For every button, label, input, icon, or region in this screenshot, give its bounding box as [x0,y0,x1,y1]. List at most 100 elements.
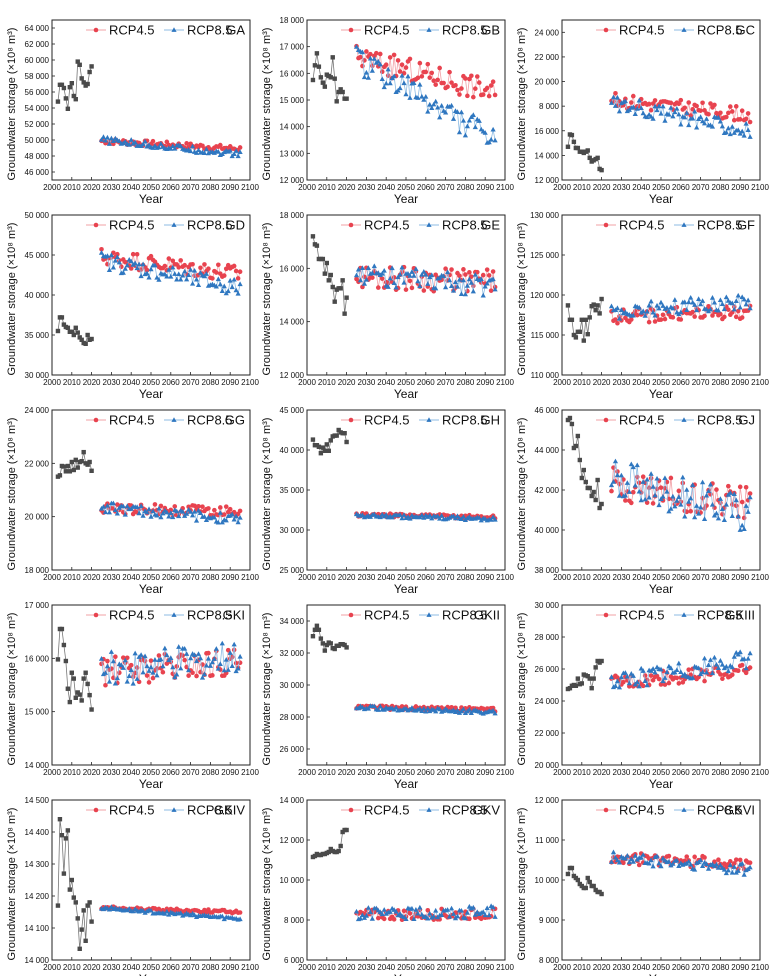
historical-point [320,256,326,262]
rcp85-point [660,103,666,109]
historical-point [89,707,94,712]
x-tick-label: 2090 [221,768,239,777]
rcp85-point [721,517,727,523]
rcp85-point [205,655,212,661]
x-axis-label: Year [139,582,163,596]
rcp85-point [441,273,447,279]
rcp45-point [237,910,243,915]
historical-point [320,445,326,450]
rcp85-point [231,151,237,156]
rcp85-point [644,114,650,120]
historical-point [585,875,590,881]
rcp85-point [719,301,725,307]
y-axis-label: Groundwater storage (×10⁸ m³) [516,808,528,961]
rcp45-point [206,650,211,656]
rcp45-point [184,141,189,146]
legend-rcp85-label: RCP8.5 [442,413,488,428]
region-label: GH [481,413,501,428]
historical-point [320,80,326,85]
rcp85-point [492,710,498,716]
rcp85-point [140,141,146,147]
rcp85-point [411,80,417,86]
x-tick-label: 2070 [182,378,200,387]
rcp85-point [739,860,745,866]
rcp85-point [98,656,105,661]
rcp85-point [658,110,664,116]
rcp45-point [743,116,749,122]
rcp45-point [688,508,693,514]
chart-svg-gd: 2000 2010 2020 2030 2040 2050 2060 2070 2080 2090… [6,211,259,401]
x-axis-label: Year [649,777,673,791]
historical-point [338,286,343,291]
rcp45-point [198,265,203,271]
rcp85-point [140,513,146,518]
rcp85-point [646,494,652,500]
rcp85-point [670,860,676,866]
x-tick-label: 2040 [377,963,395,972]
rcp85-point [456,129,463,135]
rcp45-point [377,51,383,57]
y-tick-label: 28 000 [280,713,305,722]
rcp45-point [658,682,664,687]
rcp85-point [124,503,130,509]
rcp85-point [703,861,710,866]
rcp85-point [116,259,122,265]
rcp85-point [180,508,186,514]
y-tick-label: 38 000 [535,566,560,575]
historical-point [75,916,80,921]
historical-point [579,317,584,322]
historical-point [589,686,594,691]
rcp85-point [703,669,710,675]
rcp85-point [126,142,132,147]
rcp85-point [106,509,113,515]
historical-point [338,87,343,92]
y-tick-label: 9 000 [539,916,560,925]
region-label: GD [226,218,246,233]
rcp85-point [632,482,638,488]
historical-line [57,819,92,949]
rcp85-point [401,279,407,285]
rcp85-point [484,905,490,911]
legend-rcp45-marker [93,417,99,423]
historical-point [569,317,575,322]
rcp85-point [381,84,387,90]
historical-point [77,946,82,951]
rcp85-point [110,138,116,144]
rcp85-point [662,306,668,311]
legend-rcp85-label: RCP8.5 [187,413,233,428]
x-tick-label: 2080 [202,378,220,387]
rcp45-point [182,262,187,268]
rcp85-point [482,283,488,289]
rcp85-point [401,80,407,86]
historical-point [595,477,600,483]
rcp85-point [142,138,148,144]
rcp45-point [747,119,753,125]
rcp85-point [126,905,132,911]
historical-point [599,167,604,173]
rcp85-point [387,80,393,86]
y-tick-label: 18 000 [280,16,305,25]
y-tick-label: 40 000 [535,526,560,535]
historical-point [61,322,67,327]
rcp85-point [172,674,178,680]
rcp45-point [488,83,494,88]
rcp85-point [193,658,200,664]
rcp85-point [747,650,753,656]
rcp45-point [459,86,464,91]
legend-rcp85-marker [426,27,432,32]
rcp85-point [680,474,686,480]
rcp45-point [674,304,680,310]
rcp45-point [729,502,735,507]
x-tick-label: 2000 [43,963,61,972]
rcp85-point [164,908,170,914]
rcp85-point [632,853,638,858]
x-tick-label: 2100 [241,573,259,582]
rcp45-point [724,114,729,120]
y-tick-label: 40 000 [25,291,50,300]
rcp45-point [168,507,174,513]
rcp85-point [379,270,385,276]
rcp45-point [368,51,373,57]
rcp85-point [674,498,680,503]
rcp85-point [448,102,455,108]
rcp85-point [237,653,243,659]
